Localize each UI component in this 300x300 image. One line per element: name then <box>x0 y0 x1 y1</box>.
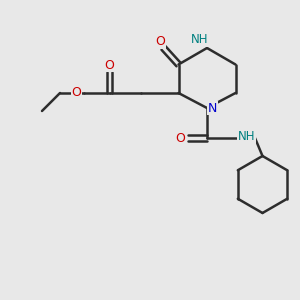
Text: O: O <box>72 86 81 100</box>
Text: NH: NH <box>191 33 208 46</box>
Text: O: O <box>105 58 114 72</box>
Text: O: O <box>156 35 165 48</box>
Text: NH: NH <box>238 130 255 143</box>
Text: O: O <box>176 131 185 145</box>
Text: N: N <box>208 101 217 115</box>
